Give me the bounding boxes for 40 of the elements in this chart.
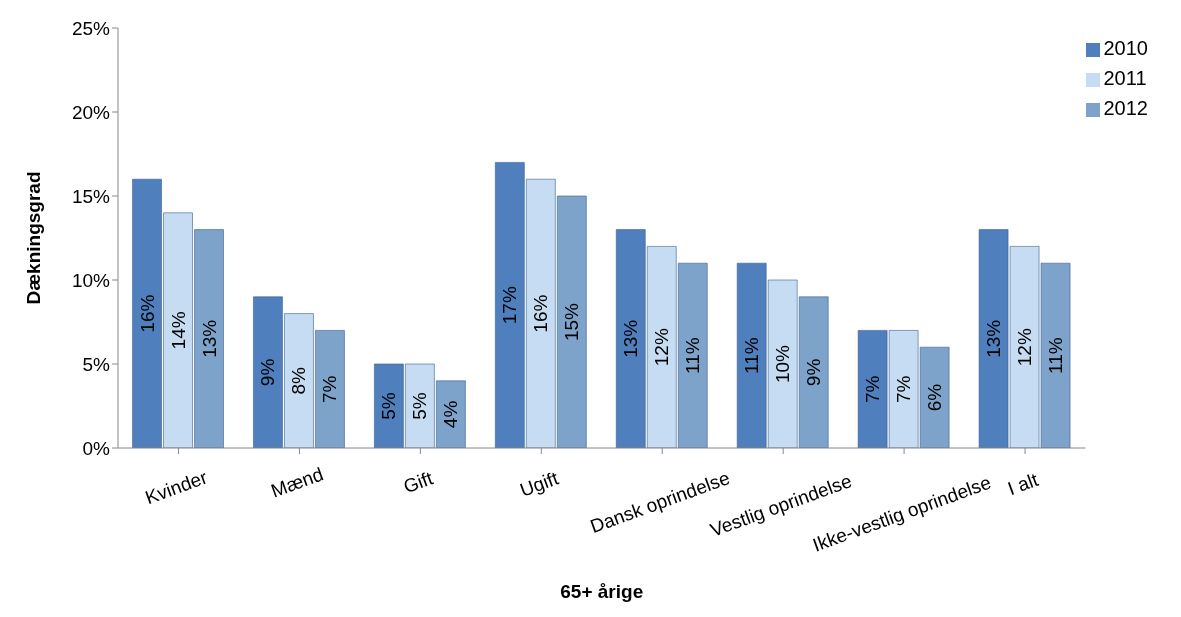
y-tick-label: 20% xyxy=(71,101,111,123)
data-label: 16% xyxy=(530,294,552,333)
x-tick-label: I alt xyxy=(1004,468,1042,500)
data-label: 13% xyxy=(198,319,220,358)
x-tick-label: Ugift xyxy=(517,467,562,501)
data-label: 13% xyxy=(620,319,642,358)
data-label: 14% xyxy=(167,311,189,350)
legend-label: 2010 xyxy=(1103,37,1148,59)
data-label: 10% xyxy=(772,344,794,384)
data-label: 5% xyxy=(409,392,431,420)
data-label: 13% xyxy=(983,319,1005,358)
y-tick-label: 5% xyxy=(82,353,111,375)
data-label: 9% xyxy=(257,358,279,387)
data-label: 9% xyxy=(803,358,825,387)
data-label: 11% xyxy=(1045,337,1067,374)
x-tick-label: Gift xyxy=(400,467,437,498)
data-label: 16% xyxy=(136,294,158,333)
data-label: 7% xyxy=(319,375,341,403)
y-tick-label: 10% xyxy=(71,269,111,291)
data-label: 11% xyxy=(741,337,763,374)
data-label: 7% xyxy=(893,375,915,403)
y-tick-label: 0% xyxy=(82,437,111,459)
data-label: 17% xyxy=(499,286,521,325)
y-axis-title: Dækningsgrad xyxy=(22,171,44,305)
data-label: 12% xyxy=(651,328,673,367)
y-tick-label: 15% xyxy=(71,185,111,207)
data-label: 5% xyxy=(378,392,400,420)
data-label: 15% xyxy=(561,302,583,342)
x-axis-title: 65+ årige xyxy=(560,581,644,602)
legend-label: 2011 xyxy=(1103,67,1147,89)
data-label: 7% xyxy=(862,375,884,403)
x-tick-label: Mænd xyxy=(268,463,327,502)
x-tick-label: Kvinder xyxy=(142,466,211,509)
data-label: 4% xyxy=(440,400,462,429)
data-label: 11% xyxy=(682,337,704,374)
data-label: 8% xyxy=(288,366,310,395)
y-tick-label: 25% xyxy=(71,17,111,39)
data-label: 12% xyxy=(1014,328,1036,367)
legend-label: 2012 xyxy=(1103,97,1148,119)
data-label: 6% xyxy=(924,383,946,412)
